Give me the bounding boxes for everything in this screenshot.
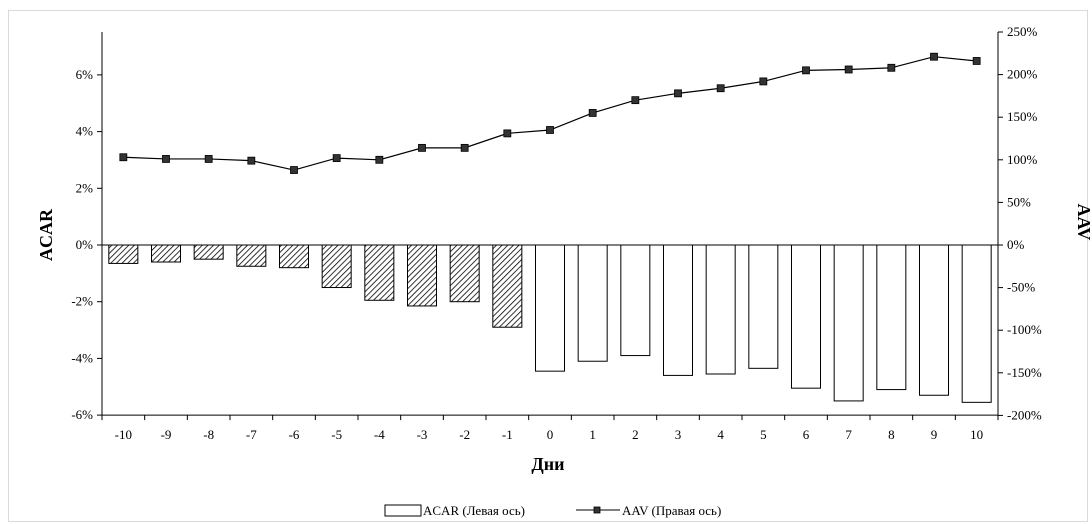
aav-point [716,84,725,93]
x-tick-label: -8 [203,427,214,442]
y-right-tick-label: -200% [1007,407,1042,422]
acar-bar [150,244,182,263]
x-tick-label: 2 [632,427,639,442]
y-left-tick-label: 6% [76,67,94,82]
aav-point [887,63,896,72]
y-left-tick-label: 2% [76,180,94,195]
acar-bar [534,244,566,372]
legend-swatch-aav-marker [593,506,601,514]
x-tick-label: 7 [845,427,852,442]
tick-labels: 6% 4% 2% 0% -2% -4% -6% 250% 200% 150% 100% 50% 0% -5… [71,24,1042,442]
acar-bar [705,244,736,375]
aav-point [247,156,256,165]
aav-point [759,77,768,86]
x-tick-label: 1 [589,427,596,442]
x-tick-label: 5 [760,427,767,442]
acar-bar [748,244,779,369]
acar-bar [577,244,608,362]
acar-bar [406,244,438,307]
aav-point [546,126,554,134]
y-right-tick-label: 200% [1007,67,1038,82]
aav-point [162,155,170,163]
acar-bar [876,244,907,391]
legend-label-acar: ACAR (Левая ось) [423,503,525,518]
x-tick-label: -9 [161,427,172,442]
x-tick-label: -6 [289,427,300,442]
acar-bar [193,244,224,260]
x-tick-label: 4 [717,427,724,442]
y-right-tick-label: 100% [1007,152,1038,167]
aav-point [375,155,384,164]
y-right-tick-label: -100% [1007,322,1042,337]
y-left-tick-label: -2% [71,294,93,309]
aav-point [802,66,810,75]
aav-line [123,56,977,171]
x-tick-label: -7 [246,427,257,442]
aav-point [674,89,682,98]
aav-point [631,96,640,105]
acar-bar [620,244,651,357]
aav-point [332,154,341,162]
x-tick-label: -5 [331,427,342,442]
y-right-tick-label: 250% [1007,24,1038,39]
acar-bar [236,244,267,267]
aav-point [503,129,512,138]
x-tick-label: -2 [459,427,470,442]
legend-swatch-acar [384,504,422,517]
acar-bar [961,244,992,403]
acar-bar [833,244,864,402]
x-tick-label: -4 [374,427,385,442]
x-tick-label: 8 [888,427,895,442]
aav-point [972,57,981,65]
y-left-tick-label: 4% [76,124,94,139]
aav-point [290,166,298,174]
aav-point [204,155,213,163]
aav-point [418,143,426,152]
x-tick-label: 6 [803,427,810,442]
legend: ACAR (Левая ось) AAV (Правая ось) [384,503,721,518]
acar-bar [662,244,694,376]
aav-point [460,143,469,152]
bar-series-acar [108,244,992,403]
aav-point [119,153,128,162]
acar-bar [321,244,352,289]
line-series-aav [119,52,981,174]
axes [97,31,1003,421]
x-tick-label: -1 [502,427,513,442]
acar-bar [364,244,395,301]
x-tick-label: -3 [417,427,428,442]
acar-bar [278,244,310,269]
y-right-tick-label: 150% [1007,109,1038,124]
chart-frame [8,10,1088,522]
y-axis-left-title: ACAR [36,208,56,261]
x-tick-label: 10 [970,427,983,442]
y-right-tick-label: -150% [1007,365,1042,380]
x-tick-label: 3 [675,427,682,442]
x-tick-label: -10 [115,427,132,442]
aav-point [844,65,853,74]
aav-point [588,109,597,117]
y-left-tick-label: -6% [71,407,93,422]
x-tick-label: 0 [547,427,554,442]
acar-bar [108,244,139,264]
acar-bar [449,244,480,303]
y-left-tick-label: -4% [71,350,93,365]
y-right-tick-label: 0% [1007,237,1025,252]
legend-label-aav: AAV (Правая ось) [622,503,721,518]
y-axis-right-title: AAV [1074,204,1092,241]
y-right-tick-label: 50% [1007,194,1031,209]
y-left-tick-label: 0% [76,237,94,252]
x-tick-label: 9 [931,427,938,442]
acar-bar [492,244,523,328]
x-axis-title: Дни [531,454,564,474]
y-right-tick-label: -50% [1007,280,1035,295]
acar-bar [918,244,950,396]
acar-bar [790,244,822,389]
aav-point [930,52,938,61]
